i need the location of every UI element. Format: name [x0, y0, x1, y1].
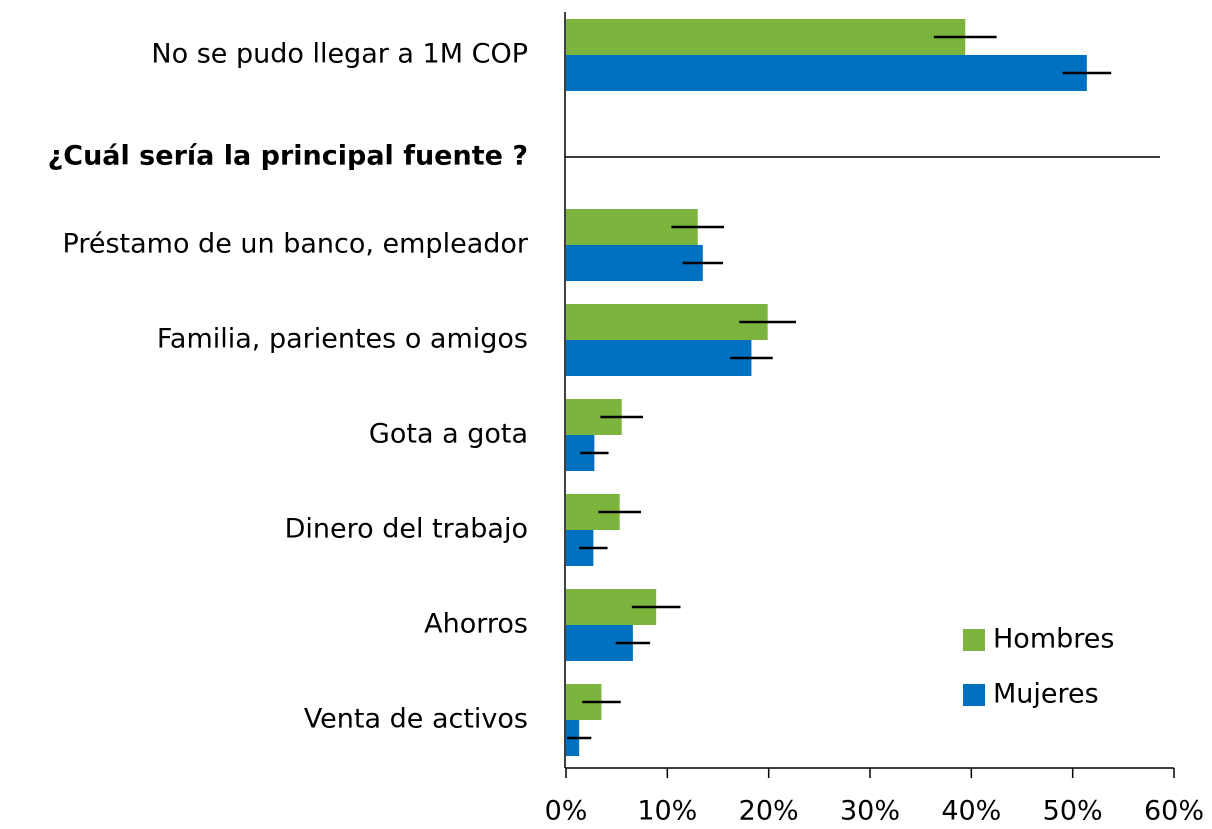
x-tick-label: 0%: [545, 796, 588, 827]
category-label: Ahorros: [424, 609, 528, 640]
bar: [566, 19, 966, 55]
category-label: No se pudo llegar a 1M COP: [151, 39, 528, 70]
x-tick-label: 60%: [1144, 796, 1204, 827]
legend-label: Hombres: [993, 624, 1114, 655]
x-tick-label: 20%: [739, 796, 799, 827]
category-label: Gota a gota: [369, 419, 528, 450]
x-tick-label: 30%: [840, 796, 900, 827]
category-label: Préstamo de un banco, empleador: [63, 229, 529, 260]
x-tick-label: 40%: [941, 796, 1001, 827]
section-header: ¿Cuál sería la principal fuente ?: [48, 141, 528, 172]
bar: [566, 245, 703, 281]
x-tick-label: 10%: [637, 796, 697, 827]
bar: [566, 55, 1087, 91]
category-label: Venta de activos: [304, 704, 528, 735]
category-label: Familia, parientes o amigos: [157, 324, 528, 355]
legend-swatch: [963, 629, 985, 651]
category-label: Dinero del trabajo: [285, 514, 528, 545]
x-tick-label: 50%: [1043, 796, 1103, 827]
legend-label: Mujeres: [993, 679, 1099, 710]
bar: [566, 304, 768, 340]
legend-swatch: [963, 684, 985, 706]
bar: [566, 340, 752, 376]
